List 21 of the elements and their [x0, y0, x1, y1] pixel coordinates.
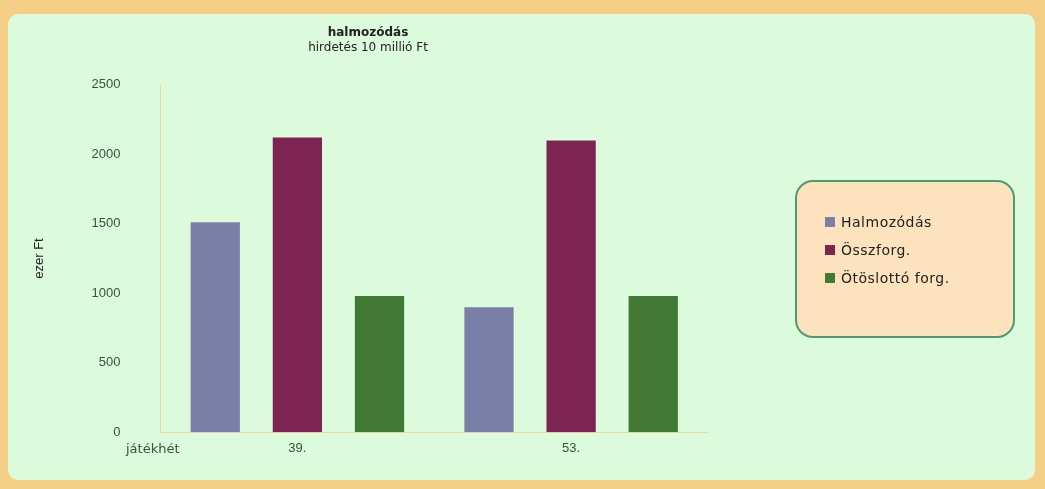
y-axis-title: ezer Ft	[31, 237, 47, 279]
legend-label: Ötöslottó forg.	[841, 270, 950, 286]
bar	[464, 307, 514, 433]
bar	[546, 140, 596, 433]
chart-subtitle: hirdetés 10 millió Ft	[308, 39, 429, 54]
y-tick-label: 1500	[91, 215, 121, 231]
y-tick-label: 1000	[91, 284, 121, 300]
bar	[272, 137, 323, 433]
x-tick-label: 53.	[562, 439, 581, 455]
legend-label: Összforg.	[841, 242, 911, 258]
x-tick-label: 39.	[288, 439, 307, 455]
y-tick-label: 2500	[91, 76, 121, 92]
y-tick-label: 0	[113, 423, 121, 439]
chart-title: halmozódás	[327, 25, 409, 40]
x-axis-title: játékhét	[125, 441, 180, 457]
y-tick-label: 2000	[91, 145, 121, 161]
y-tick-label: 500	[98, 354, 121, 370]
bar	[628, 296, 678, 433]
legend-label: Halmozódás	[841, 214, 932, 230]
bar	[190, 222, 240, 433]
bar	[354, 296, 405, 433]
